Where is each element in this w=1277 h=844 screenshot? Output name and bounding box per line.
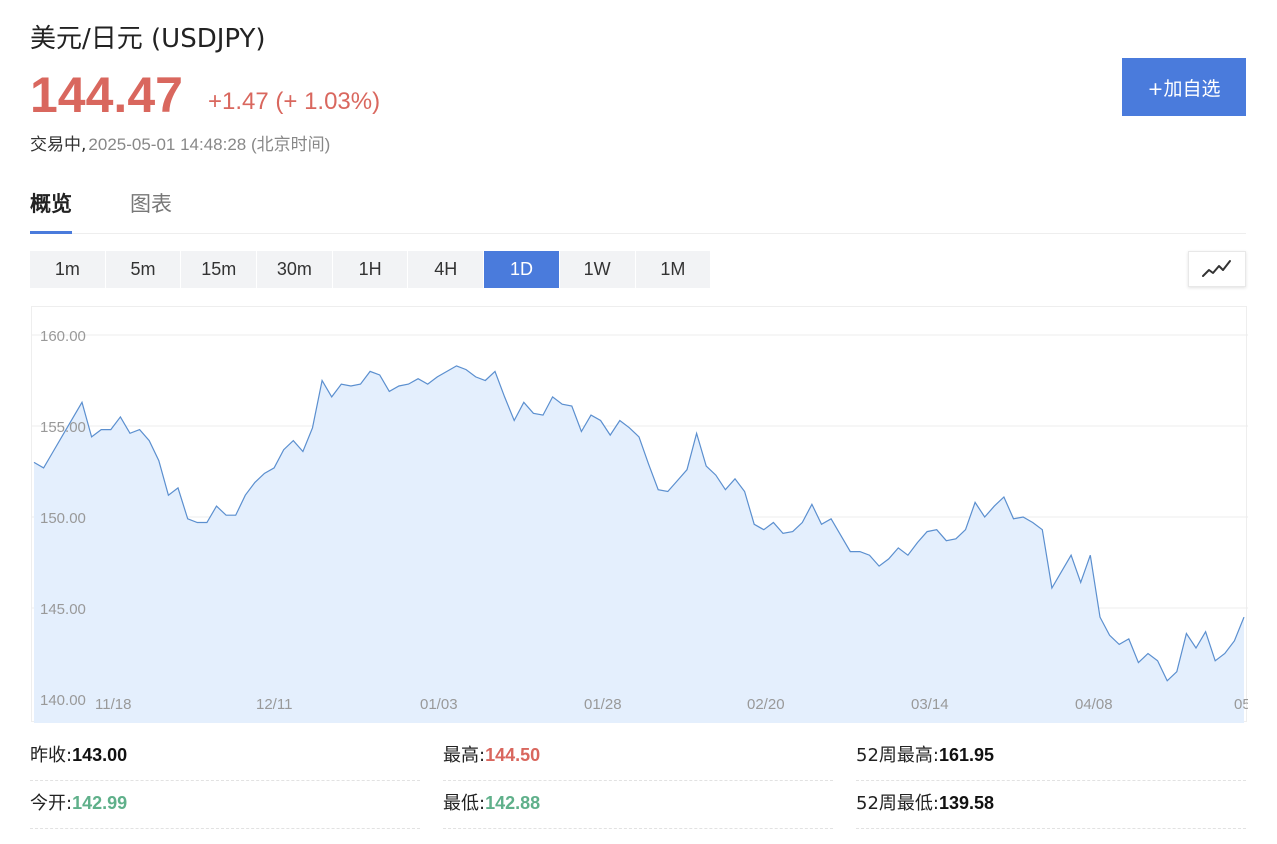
x-tick-label: 11/18 xyxy=(95,696,131,713)
stat-label: 52周最低: xyxy=(856,793,939,814)
interval-15m[interactable]: 15m xyxy=(181,251,258,288)
stat-label: 今开: xyxy=(30,793,73,814)
y-tick-label: 140.00 xyxy=(40,692,86,709)
interval-1m[interactable]: 1m xyxy=(30,251,106,288)
current-price: 144.47 xyxy=(30,67,183,123)
stat-item: 最低:142.88 xyxy=(443,780,833,829)
tab-chart[interactable]: 图表 xyxy=(130,192,172,216)
tab-overview[interactable]: 概览 xyxy=(30,188,72,234)
interval-1m[interactable]: 1M xyxy=(635,251,712,288)
page-title: 美元/日元 (USDJPY) xyxy=(30,24,266,54)
stat-item: 最高:144.50 xyxy=(443,732,833,781)
interval-4h[interactable]: 4H xyxy=(408,251,485,288)
interval-1d[interactable]: 1D xyxy=(484,251,560,288)
x-tick-label: 05/01 xyxy=(1234,696,1248,713)
price-area xyxy=(34,365,1244,723)
stat-item: 52周最高:161.95 xyxy=(856,732,1246,781)
x-tick-label: 02/20 xyxy=(747,696,785,713)
y-tick-label: 155.00 xyxy=(40,419,86,436)
y-tick-label: 150.00 xyxy=(40,510,86,527)
stat-value: 142.88 xyxy=(485,793,541,813)
interval-1h[interactable]: 1H xyxy=(332,251,409,288)
tab-bar: 概览 图表 xyxy=(30,188,1246,234)
stat-value: 161.95 xyxy=(938,745,995,765)
x-tick-label: 12/11 xyxy=(256,696,292,713)
x-tick-label: 03/14 xyxy=(911,696,949,713)
x-tick-label: 01/03 xyxy=(420,696,458,713)
line-chart-icon xyxy=(1202,260,1231,277)
price-change: +1.47 (+ 1.03%) xyxy=(208,88,381,115)
stat-label: 最高: xyxy=(443,745,486,766)
price-chart-svg: 160.00 155.00 150.00 145.00 140.00 11/18 12/11… xyxy=(32,328,1248,723)
chart-type-button[interactable] xyxy=(1188,251,1246,287)
y-tick-label: 145.00 xyxy=(40,601,86,618)
trading-status: 交易中, 2025-05-01 14:48:28 (北京时间) xyxy=(30,130,330,155)
timestamp: 2025-05-01 14:48:28 (北京时间) xyxy=(88,135,331,154)
stat-item: 昨收:143.00 xyxy=(30,732,420,781)
x-tick-label: 04/08 xyxy=(1075,696,1113,713)
stat-value: 139.58 xyxy=(938,793,995,813)
add-watchlist-button[interactable]: +加自选 xyxy=(1122,58,1246,116)
stat-item: 52周最低:139.58 xyxy=(856,780,1246,829)
stat-label: 最低: xyxy=(443,793,486,814)
x-tick-label: 01/28 xyxy=(584,696,622,713)
interval-30m[interactable]: 30m xyxy=(257,251,333,288)
stat-label: 昨收: xyxy=(30,745,73,766)
stat-label: 52周最高: xyxy=(856,745,939,766)
stat-value: 143.00 xyxy=(72,745,128,765)
interval-1w[interactable]: 1W xyxy=(559,251,636,288)
price-line xyxy=(33,365,1245,682)
status-label: 交易中, xyxy=(30,135,87,155)
stat-value: 142.99 xyxy=(72,793,128,813)
interval-selector: 1m 5m 15m 30m 1H 4H 1D 1W 1M xyxy=(30,251,712,288)
stat-item: 今开:142.99 xyxy=(30,780,420,829)
interval-5m[interactable]: 5m xyxy=(105,251,182,288)
y-tick-label: 160.00 xyxy=(40,328,86,345)
stat-value: 144.50 xyxy=(485,745,541,765)
price-chart[interactable]: 160.00 155.00 150.00 145.00 140.00 11/18 12/11… xyxy=(31,306,1248,723)
